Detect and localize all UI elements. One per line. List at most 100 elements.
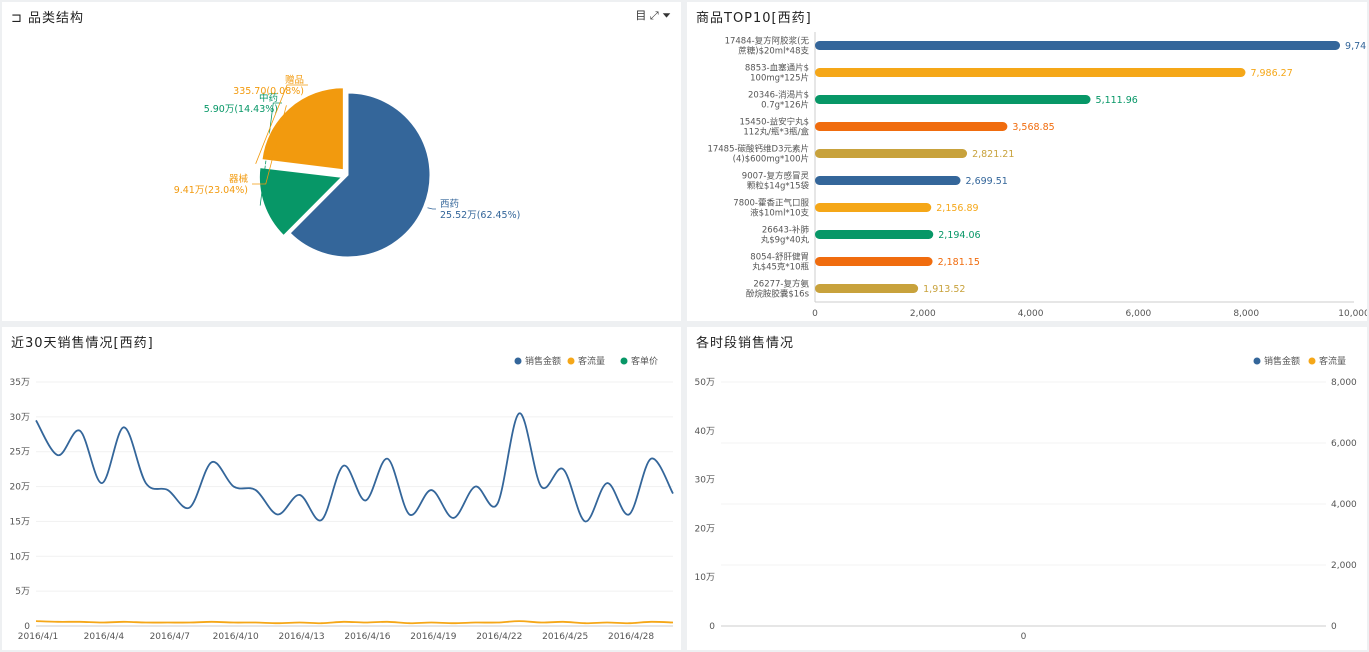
pie-label-line xyxy=(252,105,287,185)
pie-slice xyxy=(258,167,343,237)
pie-label-line xyxy=(255,84,308,164)
y-tick-label: 20万 xyxy=(10,483,30,493)
y-left-tick-label: 50万 xyxy=(695,378,715,388)
pie-slice xyxy=(289,92,431,258)
bar-category-label: 100mg*125片 xyxy=(750,73,809,84)
pie-label-value: 5.90万(14.43%) xyxy=(204,104,278,115)
pie-label-name: 赠品 xyxy=(285,74,304,86)
pie-label-value: 335.70(0.08%) xyxy=(233,86,304,97)
panel-icon: ⊐ xyxy=(11,11,23,26)
y-right-tick-label: 0 xyxy=(1331,622,1337,632)
y-right-tick-label: 8,000 xyxy=(1331,378,1357,388)
hourly-chart: 0 10万 20万 30万 40万 50万 0 2,000 4,000 6,000 8,000 0 销售… xyxy=(695,355,1357,642)
legend-label: 销售金额 xyxy=(1264,355,1300,367)
legend-label: 销售金额 xyxy=(525,355,561,367)
x-tick-label: 2016/4/1 xyxy=(18,632,58,642)
y-left-tick-label: 30万 xyxy=(695,476,715,486)
legend-marker xyxy=(620,357,628,365)
bar xyxy=(815,230,934,239)
legend-marker xyxy=(1253,357,1261,365)
bar-category-label: 17484-复方阿胶浆(无 xyxy=(725,36,810,47)
legend-label: 客单价 xyxy=(631,355,658,367)
legend-marker xyxy=(567,357,575,365)
y-tick-label: 30万 xyxy=(10,413,30,423)
bar-category-label: 酚烷胺胶囊$16s xyxy=(746,289,810,300)
bar xyxy=(815,284,919,293)
line-chart: 0 5万 10万 15万 20万 25万 30万 35万 2016/4/1 2016/4/4 201… xyxy=(10,355,674,642)
pie-label-line xyxy=(259,102,282,206)
x-tick-label: 2016/4/10 xyxy=(213,632,259,642)
series-line xyxy=(35,620,674,625)
pie-toolbox: 目 ⤢ ⏷ xyxy=(635,7,671,23)
x-tick-label: 0 xyxy=(812,309,818,319)
legend-label: 客流量 xyxy=(1319,355,1346,367)
bar xyxy=(815,149,968,158)
bar-category-label: 7800-藿香正气口服 xyxy=(733,198,809,209)
bar-value-label: 2,156.89 xyxy=(936,203,978,214)
legend-marker xyxy=(1308,357,1316,365)
y-right-tick-label: 6,000 xyxy=(1331,439,1357,449)
pie-label-name: 器械 xyxy=(229,173,249,185)
bar-value-label: 9,741 xyxy=(1345,41,1367,52)
x-tick-label: 2,000 xyxy=(910,309,936,319)
x-tick-label: 8,000 xyxy=(1233,309,1259,319)
y-tick-label: 0 xyxy=(24,622,30,632)
pie-label-line xyxy=(427,207,436,210)
pie-slice xyxy=(259,163,342,175)
legend-label: 客流量 xyxy=(578,355,605,367)
y-tick-label: 10万 xyxy=(10,552,30,562)
x-tick-label: 2016/4/28 xyxy=(608,632,654,642)
bar-category-label: 蔗糖)$20ml*48支 xyxy=(738,46,809,57)
x-tick-label: 2016/4/7 xyxy=(150,632,190,642)
bar-category-label: (4)$600mg*100片 xyxy=(733,154,809,165)
bar-title: 商品TOP10[西药] xyxy=(696,11,812,26)
x-tick-label: 2016/4/22 xyxy=(476,632,522,642)
pie-title: 品类结构 xyxy=(28,11,85,26)
category-structure-panel: ⊐ 品类结构 目 ⤢ ⏷ 西药 25.52万(62.45%) 中药 5.90万(14.… xyxy=(2,2,681,321)
bar-chart: 0 2,000 4,000 6,000 8,000 10,000 17484-复方阿胶浆(无… xyxy=(707,32,1367,319)
expand-icon[interactable]: ⤢ xyxy=(649,9,659,22)
bar-value-label: 5,111.96 xyxy=(1096,95,1138,106)
bar-value-label: 2,194.06 xyxy=(938,230,980,241)
x-tick-label: 4,000 xyxy=(1018,309,1044,319)
y-tick-label: 5万 xyxy=(15,587,30,597)
y-tick-label: 35万 xyxy=(10,378,30,388)
bar-category-label: 15450-益安宁丸$ xyxy=(739,117,809,128)
pie-label-name: 西药 xyxy=(440,199,459,210)
bar-category-label: 112丸/瓶*3瓶/盒 xyxy=(743,127,809,138)
bar-category-label: 9007-复方感冒灵 xyxy=(742,171,810,182)
y-left-tick-label: 0 xyxy=(709,622,715,632)
pie-label-value: 9.41万(23.04%) xyxy=(174,185,248,196)
bar xyxy=(815,257,933,266)
x-tick-label: 2016/4/19 xyxy=(410,632,456,642)
pie-panel-title: ⊐ 品类结构 xyxy=(11,7,84,26)
bar-category-label: 液$10ml*10支 xyxy=(750,208,809,219)
bar-category-label: 20346-消渴片$ xyxy=(748,90,809,101)
bar-value-label: 1,913.52 xyxy=(923,284,965,295)
bar-category-label: 26643-补肺 xyxy=(762,225,810,236)
pie-label-name: 中药 xyxy=(259,92,278,104)
bar-value-label: 7,986.27 xyxy=(1250,68,1292,79)
line-title: 近30天销售情况[西药] xyxy=(11,336,154,351)
x-tick-label: 0 xyxy=(1021,632,1027,642)
y-right-tick-label: 2,000 xyxy=(1331,561,1357,571)
x-tick-label: 10,000 xyxy=(1338,309,1367,319)
filter-icon[interactable]: ⏷ xyxy=(662,9,671,22)
bar-value-label: 2,699.51 xyxy=(966,176,1008,187)
x-tick-label: 2016/4/16 xyxy=(344,632,390,642)
bar xyxy=(815,68,1246,77)
y-tick-label: 25万 xyxy=(10,448,30,458)
data-view-icon[interactable]: 目 xyxy=(635,9,647,22)
bar-category-label: 0.7g*126片 xyxy=(761,100,809,111)
bar-category-label: 17485-碳酸钙维D3元素片 xyxy=(707,144,809,155)
hour-title: 各时段销售情况 xyxy=(696,336,795,351)
y-left-tick-label: 10万 xyxy=(695,573,715,583)
y-left-tick-label: 40万 xyxy=(695,427,715,437)
series-line xyxy=(35,412,674,523)
bar-category-label: 颗粒$14g*15袋 xyxy=(747,181,810,192)
bar-category-label: 26277-复方氨 xyxy=(753,279,809,290)
bar-value-label: 2,181.15 xyxy=(938,257,980,268)
bar-value-label: 2,821.21 xyxy=(972,149,1014,160)
x-tick-label: 2016/4/13 xyxy=(279,632,325,642)
